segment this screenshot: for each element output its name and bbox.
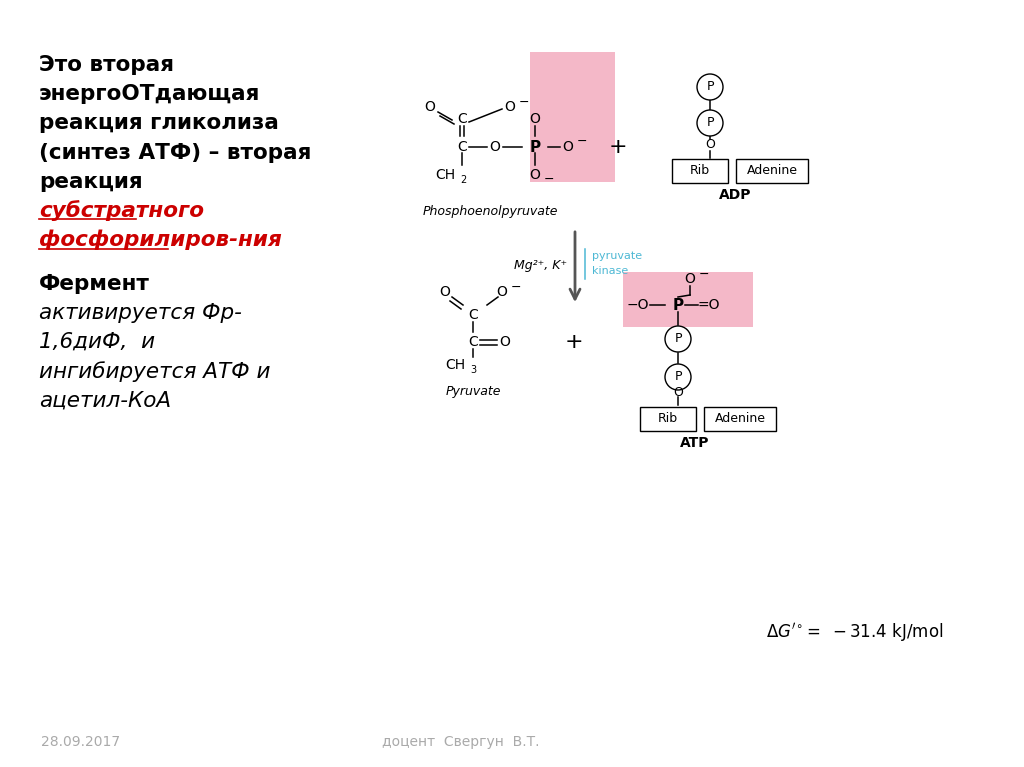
- Text: O: O: [489, 140, 501, 154]
- Text: Mg²⁺, K⁺: Mg²⁺, K⁺: [514, 258, 567, 272]
- Bar: [530, 52, 615, 182]
- Text: доцент  Свергун  В.Т.: доцент Свергун В.Т.: [382, 736, 540, 749]
- Text: энергоОТдающая: энергоОТдающая: [39, 84, 260, 104]
- Text: ингибируется АТФ и: ингибируется АТФ и: [39, 360, 270, 382]
- Text: C: C: [457, 112, 467, 126]
- Text: реакция гликолиза: реакция гликолиза: [39, 114, 279, 133]
- Circle shape: [697, 74, 723, 100]
- Text: фосфорилиров-ния: фосфорилиров-ния: [39, 230, 282, 250]
- Text: CH: CH: [435, 168, 455, 182]
- Text: +: +: [608, 137, 628, 157]
- Text: Rib: Rib: [690, 164, 710, 177]
- Text: O: O: [425, 100, 435, 114]
- Text: CH: CH: [445, 358, 465, 372]
- Bar: [705, 407, 776, 431]
- Text: O: O: [505, 100, 515, 114]
- Text: C: C: [468, 308, 478, 322]
- Circle shape: [697, 110, 723, 136]
- Circle shape: [665, 364, 691, 390]
- Text: Это вторая: Это вторая: [39, 55, 174, 75]
- Text: C: C: [468, 335, 478, 349]
- Text: $\Delta G'^{\circ}=\ -31.4\ \mathrm{kJ/mol}$: $\Delta G'^{\circ}=\ -31.4\ \mathrm{kJ/m…: [766, 621, 944, 644]
- Text: Adenine: Adenine: [715, 413, 766, 426]
- Text: Adenine: Adenine: [746, 164, 798, 177]
- Text: O: O: [529, 168, 541, 182]
- Text: активируется Фр-: активируется Фр-: [39, 303, 242, 323]
- Text: O: O: [500, 335, 510, 349]
- Bar: [640, 407, 696, 431]
- Text: O: O: [673, 386, 683, 399]
- Text: (синтез АТФ) – вторая: (синтез АТФ) – вторая: [39, 143, 311, 163]
- Text: ATP: ATP: [680, 436, 710, 450]
- Text: C: C: [457, 140, 467, 154]
- Text: субстратного: субстратного: [39, 200, 204, 222]
- Bar: [623, 272, 753, 327]
- Text: kinase: kinase: [592, 266, 629, 276]
- Text: Pyruvate: Pyruvate: [445, 386, 501, 399]
- Text: −O: −O: [627, 298, 649, 312]
- Text: +: +: [564, 332, 584, 352]
- Text: Phosphoenolpyruvate: Phosphoenolpyruvate: [422, 205, 558, 218]
- Text: −: −: [511, 281, 521, 294]
- Text: P: P: [707, 117, 714, 130]
- Circle shape: [665, 326, 691, 352]
- Text: O: O: [562, 140, 573, 154]
- Text: Rib: Rib: [658, 413, 678, 426]
- Text: Фермент: Фермент: [39, 274, 150, 294]
- Text: P: P: [674, 333, 682, 345]
- Text: O: O: [497, 285, 508, 299]
- Text: ADP: ADP: [719, 188, 752, 202]
- Bar: [672, 159, 728, 183]
- Text: O: O: [706, 139, 715, 152]
- Text: =O: =O: [697, 298, 720, 312]
- Text: ацетил-КоА: ацетил-КоА: [39, 390, 171, 410]
- Text: −: −: [698, 268, 710, 281]
- Text: P: P: [707, 81, 714, 94]
- Text: P: P: [529, 140, 541, 154]
- Text: реакция: реакция: [39, 172, 142, 192]
- Text: P: P: [673, 298, 684, 312]
- Text: 1,6диФ,  и: 1,6диФ, и: [39, 332, 155, 352]
- Text: 28.09.2017: 28.09.2017: [41, 736, 120, 749]
- Text: 2: 2: [460, 175, 466, 185]
- Text: O: O: [685, 272, 695, 286]
- Text: −: −: [577, 134, 587, 147]
- Text: P: P: [674, 370, 682, 384]
- Text: −: −: [544, 173, 554, 186]
- Text: pyruvate: pyruvate: [592, 251, 642, 261]
- Text: 3: 3: [470, 365, 476, 375]
- Text: −: −: [519, 96, 529, 108]
- Text: O: O: [439, 285, 451, 299]
- Text: O: O: [529, 112, 541, 126]
- Bar: [736, 159, 808, 183]
